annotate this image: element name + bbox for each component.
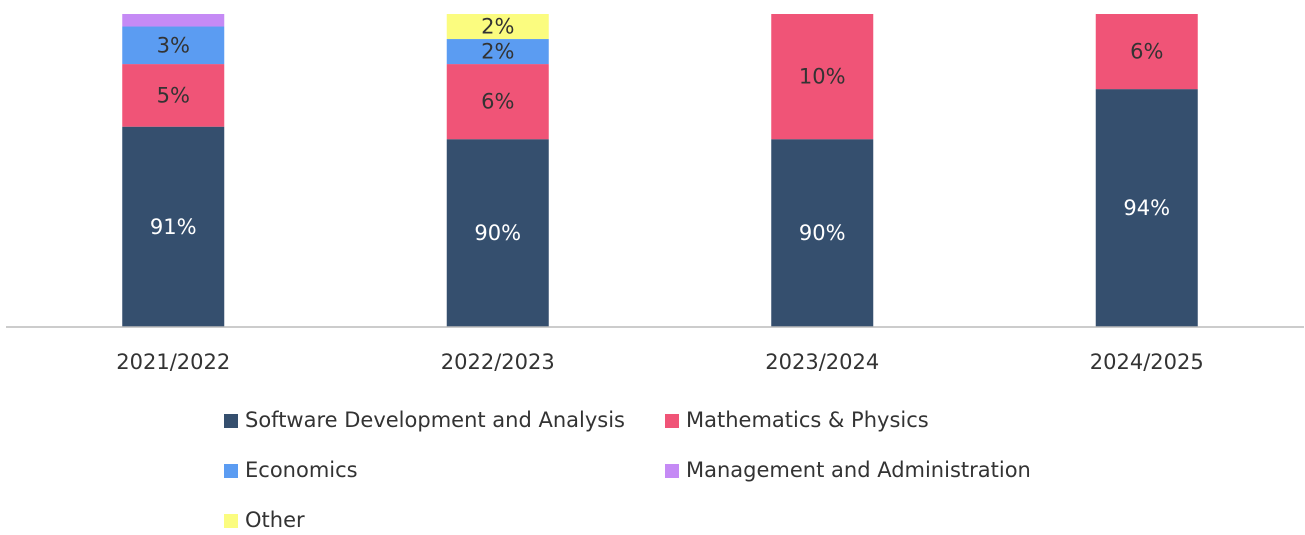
bar-segment [122,126,225,328]
legend-label: Other [245,508,305,531]
data-label: 2% [481,15,514,39]
bar-segment [771,14,874,140]
legend-label: Economics [245,458,358,482]
legend-swatch [224,464,238,478]
legend-label: Mathematics & Physics [686,408,929,432]
legend-label: Software Development and Analysis [245,408,625,432]
legend-label: Management and Administration [686,458,1031,482]
data-label: 3% [157,33,190,57]
bar-segment [1095,89,1198,328]
x-tick-label: 2022/2023 [441,350,555,374]
bar-segment [1095,14,1198,90]
bar-segment [771,139,874,327]
bar-segment [446,39,549,65]
data-label: 90% [799,221,846,245]
data-label: 6% [1130,40,1163,64]
data-label: 91% [150,215,197,239]
data-label: 10% [799,65,846,89]
x-tick-label: 2023/2024 [765,350,879,374]
x-tick-label: 2021/2022 [116,350,230,374]
bar-segment [446,139,549,327]
data-label: 6% [481,90,514,114]
bar-segment [446,14,549,40]
legend-swatch [224,514,238,528]
bar-segment [122,14,225,27]
x-tick-label: 2024/2025 [1090,350,1204,374]
bar-segment [446,64,549,140]
data-label: 90% [474,221,521,245]
legend-swatch [665,414,679,428]
legend-swatch [224,414,238,428]
bar-segment [122,64,225,127]
data-label: 94% [1123,196,1170,220]
bar-segment [122,26,225,65]
data-label: 5% [157,83,190,107]
data-label: 2% [481,40,514,64]
legend-swatch [665,464,679,478]
